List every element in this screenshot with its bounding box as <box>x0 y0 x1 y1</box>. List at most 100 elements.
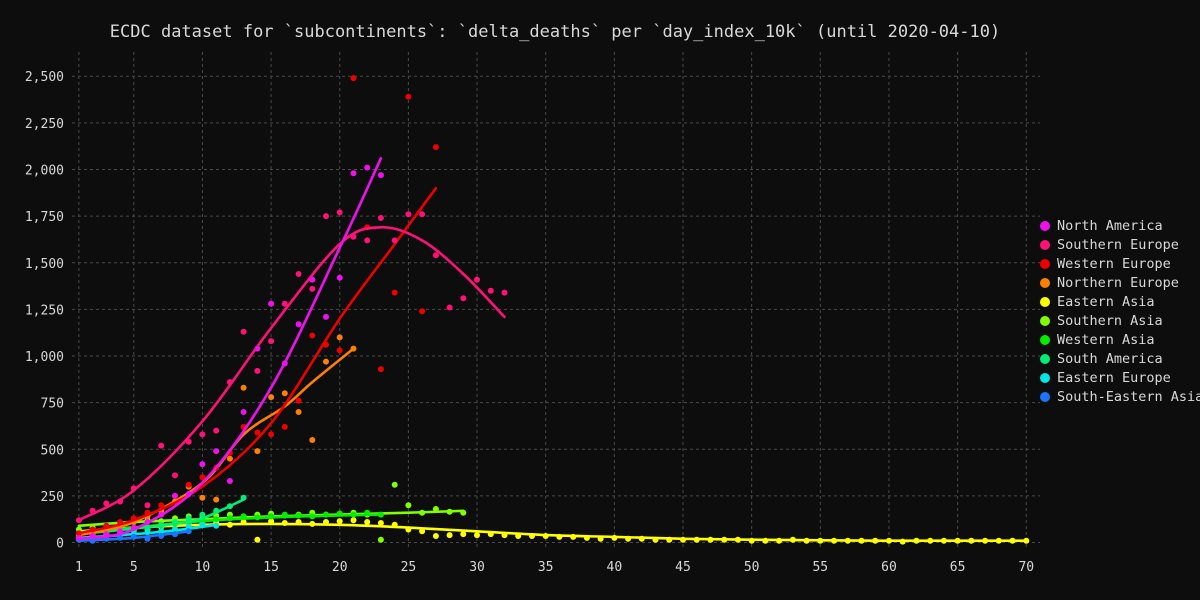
x-tick-label: 1 <box>75 560 83 575</box>
data-point <box>377 536 384 543</box>
data-point <box>158 442 165 449</box>
data-point <box>460 531 467 538</box>
data-point <box>336 334 343 341</box>
data-point <box>281 390 288 397</box>
legend-item: Southern Asia <box>1040 311 1200 330</box>
data-point <box>405 502 412 509</box>
x-tick-label: 45 <box>675 560 691 575</box>
legend-marker-icon <box>1040 239 1050 250</box>
trend-line <box>77 225 506 522</box>
data-point <box>172 472 178 479</box>
grid-lines <box>72 52 1040 550</box>
trend-line <box>77 498 245 536</box>
data-point <box>501 289 508 296</box>
data-point <box>213 496 220 503</box>
data-point <box>268 518 275 525</box>
legend-label: Western Europe <box>1057 255 1171 272</box>
legend-marker-icon <box>1040 391 1050 402</box>
legend-label: North America <box>1057 217 1163 234</box>
legend-marker-icon <box>1040 277 1050 288</box>
y-tick-label: 1,000 <box>25 350 64 365</box>
legend-item: Western Europe <box>1040 254 1200 273</box>
y-tick-label: 2,500 <box>25 70 64 85</box>
data-point <box>336 347 343 354</box>
data-point <box>364 237 371 244</box>
legend-marker-icon <box>1040 296 1050 307</box>
x-tick-label: 35 <box>538 560 554 575</box>
data-point <box>254 536 261 543</box>
series-southern-europe <box>75 209 508 524</box>
data-point <box>432 533 439 539</box>
data-point <box>446 532 453 539</box>
data-point <box>350 517 357 524</box>
trend-line <box>77 522 1028 542</box>
x-tick-label: 55 <box>812 560 828 575</box>
legend-label: Western Asia <box>1057 331 1155 348</box>
x-tick-label: 20 <box>332 560 348 575</box>
legend-marker-icon <box>1040 353 1050 364</box>
data-point <box>487 287 494 294</box>
x-tick-label: 25 <box>401 560 417 575</box>
data-point <box>199 494 206 501</box>
data-point <box>199 431 206 438</box>
data-point <box>350 170 357 177</box>
data-point <box>391 237 398 244</box>
data-point <box>226 455 233 462</box>
legend-item: South America <box>1040 349 1200 368</box>
data-point <box>474 276 480 283</box>
data-point <box>240 384 247 391</box>
series-western-europe <box>75 75 439 537</box>
y-tick-label: 1,250 <box>25 303 64 318</box>
y-tick-label: 1,500 <box>25 257 64 272</box>
data-point <box>336 209 343 216</box>
x-tick-label: 60 <box>881 560 897 575</box>
data-point <box>226 478 233 484</box>
data-point <box>323 358 329 365</box>
data-point <box>405 211 412 218</box>
data-point <box>199 511 206 518</box>
data-point <box>336 518 343 525</box>
data-point <box>268 394 275 401</box>
data-point <box>323 213 329 220</box>
data-point <box>185 481 192 488</box>
data-point <box>419 308 426 315</box>
y-tick-label: 750 <box>41 397 64 412</box>
legend-marker-icon <box>1040 220 1050 231</box>
legend-item: Western Asia <box>1040 330 1200 349</box>
data-point <box>309 332 316 339</box>
data-point <box>240 328 247 335</box>
data-point <box>309 276 316 283</box>
legend-marker-icon <box>1040 315 1050 326</box>
data-point <box>377 366 384 373</box>
legend-item: Eastern Asia <box>1040 292 1200 311</box>
trend-line <box>77 530 190 542</box>
data-point <box>419 211 426 218</box>
y-tick-label: 250 <box>41 490 64 505</box>
data-point <box>199 474 206 481</box>
legend-label: South-Eastern Asia <box>1057 388 1200 405</box>
data-point <box>336 274 343 281</box>
data-point <box>432 144 439 151</box>
x-tick-label: 10 <box>195 560 211 575</box>
x-tick-label: 70 <box>1018 560 1034 575</box>
data-point <box>460 295 467 302</box>
data-point <box>281 300 288 307</box>
data-point <box>254 448 261 455</box>
data-point <box>377 172 384 179</box>
data-point <box>309 437 316 443</box>
data-point <box>268 300 275 307</box>
legend-label: Northern Europe <box>1057 274 1179 291</box>
data-point <box>268 431 275 438</box>
legend-item: South-Eastern Asia <box>1040 387 1200 406</box>
x-tick-label: 65 <box>950 560 966 575</box>
legend-label: South America <box>1057 350 1163 367</box>
data-point <box>295 409 302 415</box>
legend-item: Southern Europe <box>1040 235 1200 254</box>
data-point <box>295 271 302 277</box>
series-north-america <box>75 157 384 541</box>
data-point <box>391 289 398 296</box>
data-point <box>391 481 398 488</box>
data-point <box>377 520 384 526</box>
